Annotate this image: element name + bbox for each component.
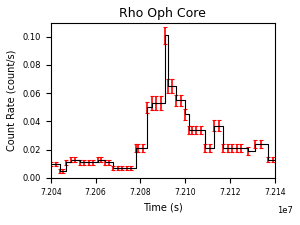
Title: Rho Oph Core: Rho Oph Core bbox=[119, 7, 206, 20]
Y-axis label: Count Rate (count/s): Count Rate (count/s) bbox=[7, 50, 17, 151]
X-axis label: Time (s): Time (s) bbox=[143, 202, 183, 212]
Text: 1e7: 1e7 bbox=[277, 206, 293, 215]
